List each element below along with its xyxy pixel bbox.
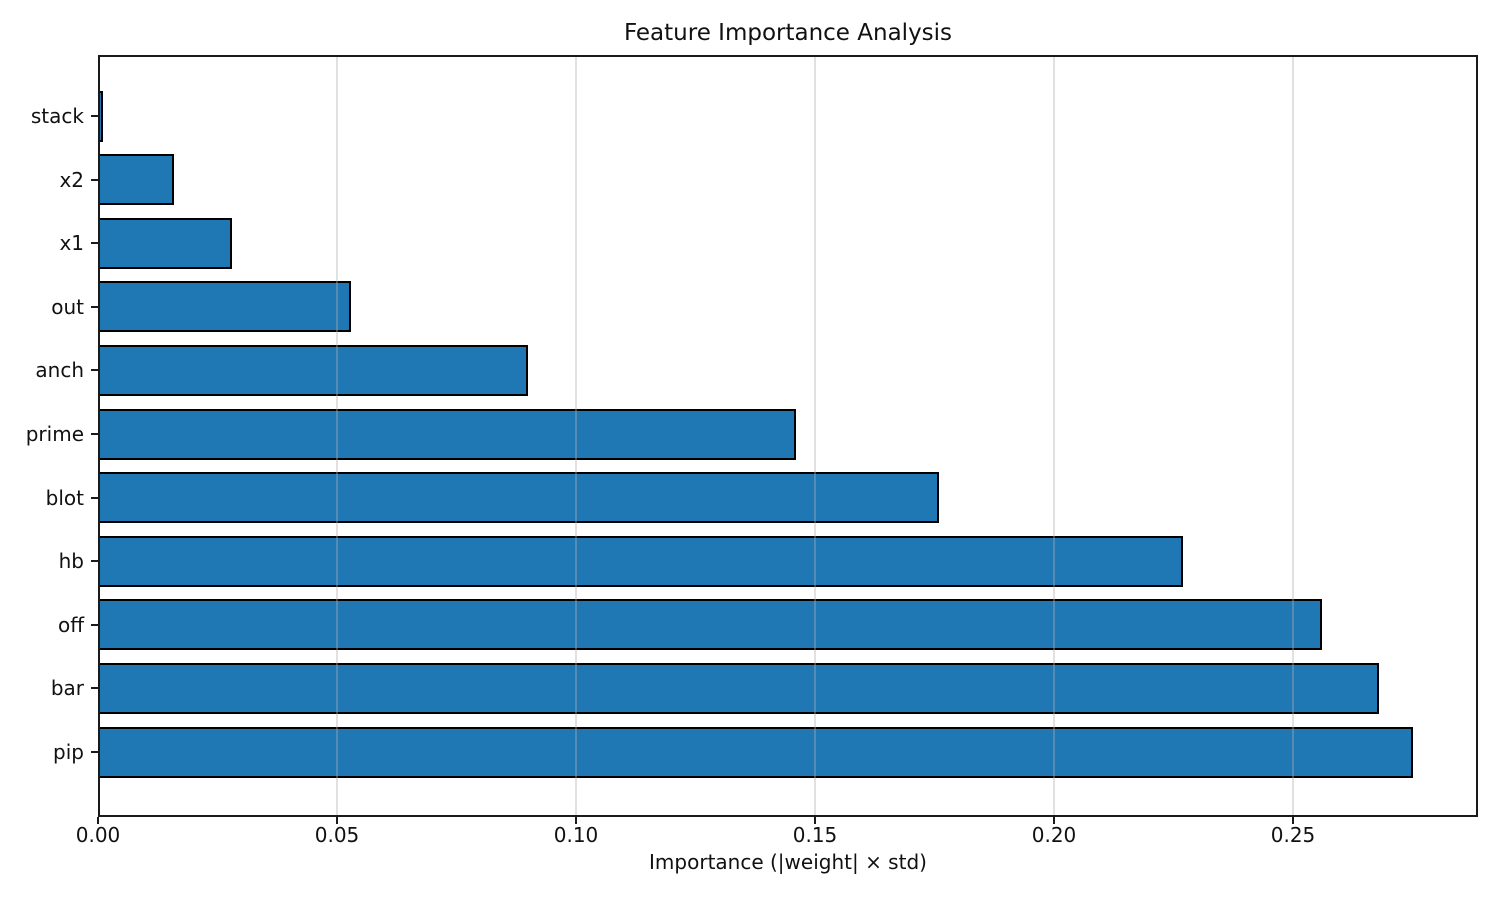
y-tick-mark: [91, 687, 98, 690]
chart-title: Feature Importance Analysis: [623, 20, 953, 46]
x-tick-mark: [575, 817, 577, 824]
gridline: [575, 55, 577, 817]
x-tick-label: 0.20: [1031, 823, 1077, 847]
y-tick-label: x1: [59, 231, 84, 256]
x-tick-label: 0.10: [553, 823, 599, 847]
y-tick-mark: [91, 369, 98, 372]
bar-off: [98, 599, 1322, 651]
bar-anch: [98, 344, 529, 396]
y-tick-label: pip: [53, 740, 84, 764]
y-tick-mark: [91, 178, 98, 181]
gridline: [814, 55, 816, 817]
x-tick-label: 0.25: [1270, 823, 1316, 847]
y-tick-mark: [91, 560, 98, 563]
y-tick-mark: [91, 623, 98, 626]
y-tick-label: stack: [30, 104, 84, 128]
bar-pip: [98, 726, 1413, 778]
y-tick-label: out: [51, 294, 84, 319]
gridline: [336, 55, 338, 817]
bar-prime: [98, 408, 796, 460]
x-tick-mark: [1292, 817, 1294, 824]
y-tick-mark: [91, 115, 98, 117]
y-tick-mark: [91, 496, 98, 499]
bar-stack: [98, 90, 103, 142]
x-tick-mark: [97, 817, 99, 824]
y-tick-label: blot: [45, 485, 84, 510]
bar-x1: [98, 217, 232, 269]
y-tick-mark: [91, 242, 98, 245]
bar-out: [98, 281, 352, 333]
x-tick-label: 0.00: [75, 823, 121, 847]
bar-blot: [98, 472, 940, 524]
x-tick-label: 0.15: [792, 823, 838, 847]
y-tick-label: off: [57, 612, 84, 637]
bar-hb: [98, 535, 1184, 587]
y-tick-label: x2: [59, 167, 84, 192]
x-tick-mark: [814, 817, 816, 824]
x-tick-mark: [336, 817, 338, 824]
y-tick-label: anch: [35, 358, 84, 383]
y-tick-mark: [91, 751, 98, 753]
x-tick-label: 0.05: [314, 823, 360, 847]
gridline: [1292, 55, 1294, 817]
y-tick-label: prime: [25, 422, 84, 446]
y-tick-label: bar: [50, 676, 84, 701]
y-tick-mark: [91, 433, 98, 435]
bar-bar: [98, 662, 1380, 714]
bar-x2: [98, 154, 175, 206]
y-tick-mark: [91, 305, 98, 308]
x-axis-label: Importance (|weight| × std): [649, 850, 927, 874]
gridline: [1053, 55, 1055, 817]
y-tick-label: hb: [58, 549, 84, 574]
x-tick-mark: [1053, 817, 1055, 824]
